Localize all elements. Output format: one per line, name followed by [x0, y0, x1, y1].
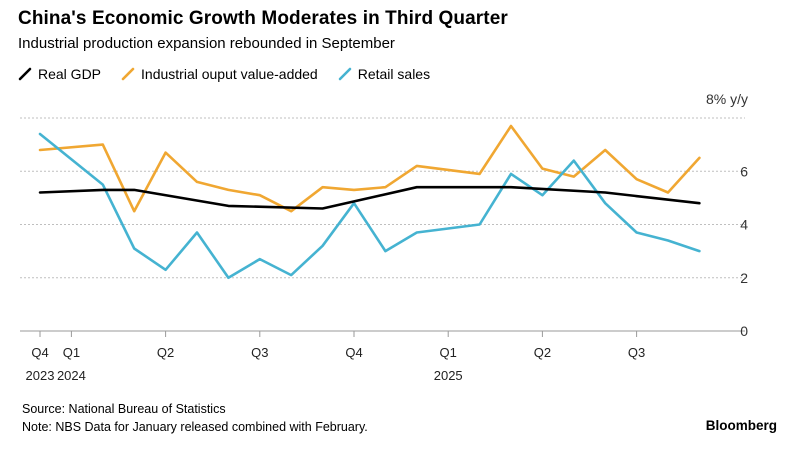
- legend-label-real-gdp: Real GDP: [38, 66, 102, 82]
- series-line-industrial-ouput-value-added: [38, 124, 701, 213]
- source-note: Source: National Bureau of Statistics: [22, 402, 226, 416]
- chart-subtitle: Industrial production expansion rebounde…: [18, 35, 395, 52]
- y-tick-label: 0: [740, 323, 748, 339]
- x-tick-label: Q1: [63, 345, 80, 360]
- series-line-real-gdp: [38, 185, 701, 210]
- legend-label-industrial-output: Industrial ouput value-added: [141, 66, 318, 82]
- series-line-retail-sales: [38, 132, 701, 280]
- legend-item-real-gdp: Real GDP: [18, 66, 101, 82]
- x-tick-year-label: 2024: [57, 368, 86, 383]
- x-tick-label: Q1: [440, 345, 457, 360]
- y-tick-label: 8% y/y: [706, 91, 748, 107]
- legend-swatch-retail-sales: [338, 67, 352, 81]
- y-tick-label: 6: [740, 163, 748, 179]
- x-tick-label: Q2: [157, 345, 174, 360]
- legend-item-industrial-output: Industrial ouput value-added: [121, 66, 318, 82]
- x-tick-label: Q2: [534, 345, 551, 360]
- x-tick-label: Q3: [628, 345, 645, 360]
- x-tick-year-label: 2025: [434, 368, 463, 383]
- legend-label-retail-sales: Retail sales: [357, 66, 431, 82]
- data-note: Note: NBS Data for January released comb…: [22, 420, 368, 434]
- x-tick-label: Q3: [251, 345, 268, 360]
- chart-footer: Source: National Bureau of Statistics No…: [22, 400, 368, 436]
- legend-swatch-industrial-output: [121, 67, 135, 81]
- y-tick-label: 2: [740, 270, 748, 286]
- legend-swatch-real-gdp: [18, 67, 32, 81]
- x-tick-year-label: 2023: [26, 368, 55, 383]
- x-tick-label: Q4: [345, 345, 362, 360]
- bloomberg-logo: Bloomberg: [705, 418, 777, 433]
- chart-title: China's Economic Growth Moderates in Thi…: [18, 8, 508, 29]
- legend: Real GDP Industrial ouput value-added Re…: [18, 66, 450, 82]
- y-tick-label: 4: [740, 217, 748, 233]
- x-tick-label: Q4: [31, 345, 48, 360]
- legend-item-retail-sales: Retail sales: [338, 66, 430, 82]
